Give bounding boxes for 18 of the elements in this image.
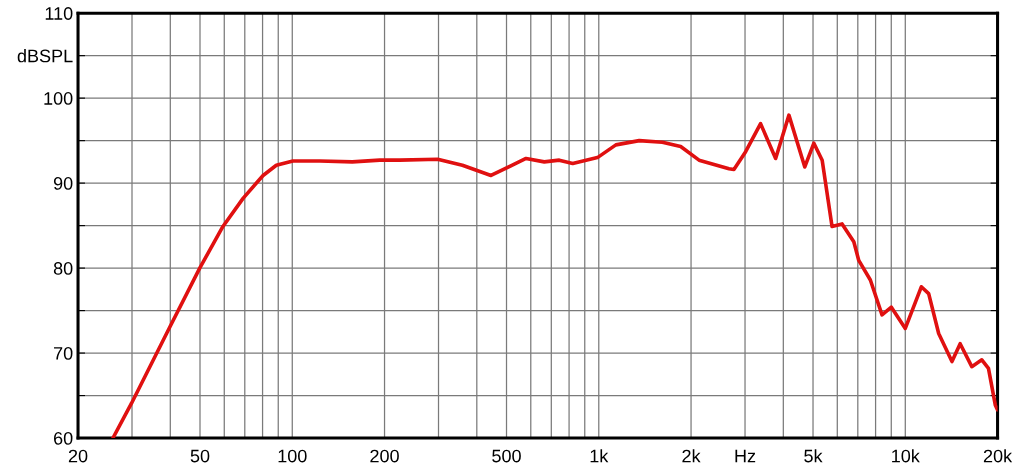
x-tick-label: 50	[190, 449, 210, 463]
y-tick-label: dBSPL	[17, 49, 73, 63]
x-tick-label: 20	[68, 449, 88, 463]
y-tick-label: 110	[45, 7, 73, 20]
x-tick-label: 200	[370, 449, 399, 463]
x-tick-label: 5k	[804, 449, 823, 463]
x-tick-label: 1k	[590, 449, 609, 463]
y-tick-label: 60	[54, 431, 73, 445]
x-tick-label: 500	[492, 449, 521, 463]
x-tick-label: 20k	[983, 449, 1013, 463]
x-tick-label: 2k	[682, 449, 701, 463]
y-tick-label: 100	[44, 92, 73, 105]
x-tick-label: 10k	[892, 449, 920, 463]
y-tick-label: 90	[53, 177, 73, 190]
y-tick-label: 70	[54, 347, 73, 360]
x-tick-label: 100	[278, 449, 307, 463]
x-tick-label: Hz	[735, 449, 756, 463]
y-tick-label: 80	[53, 262, 73, 275]
